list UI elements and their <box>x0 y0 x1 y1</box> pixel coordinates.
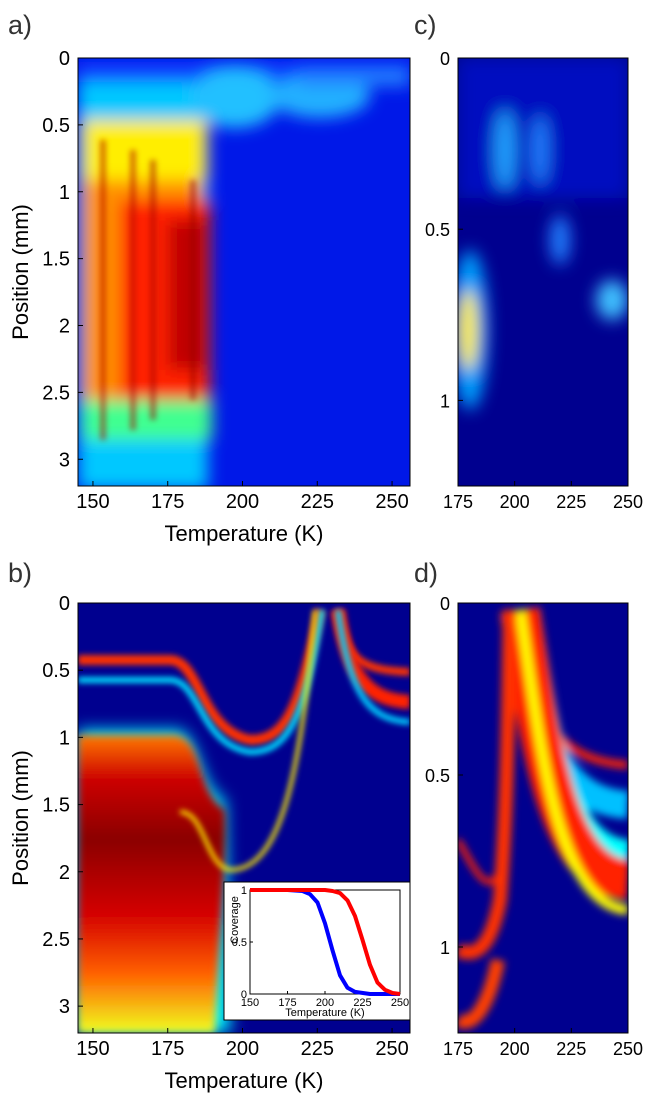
panel-d-axes: 175 200 225 250 0 0.5 1 <box>425 594 643 1059</box>
panel-a-xlabel: Temperature (K) <box>165 521 324 546</box>
panel-a-axes: 150 175 200 225 250 0 0.5 1 1.5 2 2.5 3 <box>42 48 409 513</box>
panel-d-xtick-label: 175 <box>443 1039 473 1059</box>
panel-label-a: a) <box>8 10 32 40</box>
inset-xtick-label: 225 <box>353 997 371 1009</box>
panel-d-xtick-label: 225 <box>556 1039 586 1059</box>
panel-b-ytick-label: 2 <box>59 862 70 884</box>
inset-ytick-label: 0.5 <box>232 937 247 949</box>
panel-b-xtick-label: 175 <box>151 1038 184 1060</box>
panel-b-xtick-label: 225 <box>301 1038 334 1060</box>
inset-ytick-label: 1 <box>241 885 247 897</box>
panel-a-ylabel: Position (mm) <box>8 204 33 340</box>
panel-d-ytick-label: 0.5 <box>425 766 450 786</box>
panel-d-frame <box>457 602 629 1034</box>
panel-b-xtick-label: 200 <box>226 1038 259 1060</box>
panel-a-ytick-label: 3 <box>59 449 70 471</box>
inset-xtick-label: 250 <box>391 997 409 1009</box>
panel-a-xtick-label: 200 <box>226 491 259 513</box>
panel-a-ytick-label: 2.5 <box>42 382 70 404</box>
panel-b-frame <box>77 602 411 1034</box>
panel-b-ytick-label: 1.5 <box>42 795 70 817</box>
panel-a-frame <box>77 57 411 487</box>
panel-b-ytick-label: 0.5 <box>42 660 70 682</box>
panel-d-heatmap <box>458 603 628 1033</box>
panel-b-ylabel: Position (mm) <box>8 750 33 886</box>
panel-c-axes: 175 200 225 250 0 0.5 1 <box>425 49 643 512</box>
panel-b-ytick-label: 2.5 <box>42 929 70 951</box>
panel-c-xtick-label: 250 <box>613 492 643 512</box>
panel-b-ytick-label: 0 <box>59 593 70 615</box>
panel-a-heatmap <box>78 58 410 486</box>
panel-label-d: d) <box>414 558 438 588</box>
inset-lines <box>250 888 401 996</box>
panel-a-ytick-label: 0.5 <box>42 115 70 137</box>
panel-c-xtick-label: 225 <box>556 492 586 512</box>
panel-a-xtick-label: 250 <box>375 491 408 513</box>
panel-b-axes: 150 175 200 225 250 0 0.5 1 1.5 2 2.5 3 <box>42 593 409 1060</box>
panel-c-xtick-label: 200 <box>500 492 530 512</box>
panel-label-c: c) <box>414 10 437 40</box>
panel-a-xtick-label: 225 <box>301 491 334 513</box>
panel-b-xtick-label: 150 <box>76 1038 109 1060</box>
panel-b-xlabel: Temperature (K) <box>165 1068 324 1093</box>
panel-d-ytick-label: 1 <box>440 938 450 958</box>
inset-xlabel: Temperature (K) <box>285 1007 364 1019</box>
panel-c-frame <box>457 57 629 487</box>
inset-ytick-label: 0 <box>241 989 247 1001</box>
inset-xtick-label: 150 <box>241 997 259 1009</box>
panel-b-inset: 150 175 200 225 250 0 0.5 1 Temperature (K) Cov… <box>223 881 411 1021</box>
panel-c-ytick-label: 0 <box>440 49 450 69</box>
inset-ylabel: Coverage <box>229 896 241 944</box>
panel-d-ytick-label: 0 <box>440 594 450 614</box>
panel-a-ytick-label: 2 <box>59 316 70 338</box>
panel-b-xtick-label: 250 <box>375 1038 408 1060</box>
inset-series-line-2 <box>250 888 401 996</box>
panel-c-ytick-label: 1 <box>440 391 450 411</box>
panel-a-xtick-label: 175 <box>151 491 184 513</box>
panel-b-ytick-label: 3 <box>59 996 70 1018</box>
panel-d-xtick-label: 200 <box>500 1039 530 1059</box>
panel-c-xtick-label: 175 <box>443 492 473 512</box>
inset-xtick-label: 175 <box>278 997 296 1009</box>
panel-a-ytick-label: 1 <box>59 182 70 204</box>
inset-xtick-label: 200 <box>316 997 334 1009</box>
panel-a-xtick-label: 150 <box>76 491 109 513</box>
panel-c-ytick-label: 0.5 <box>425 220 450 240</box>
panel-c-heatmap <box>458 58 628 486</box>
panel-d-xtick-label: 250 <box>613 1039 643 1059</box>
panel-a-ytick-label: 1.5 <box>42 249 70 271</box>
panel-label-b: b) <box>8 558 32 588</box>
panel-a-ytick-label: 0 <box>59 48 70 70</box>
panel-b-ytick-label: 1 <box>59 727 70 749</box>
